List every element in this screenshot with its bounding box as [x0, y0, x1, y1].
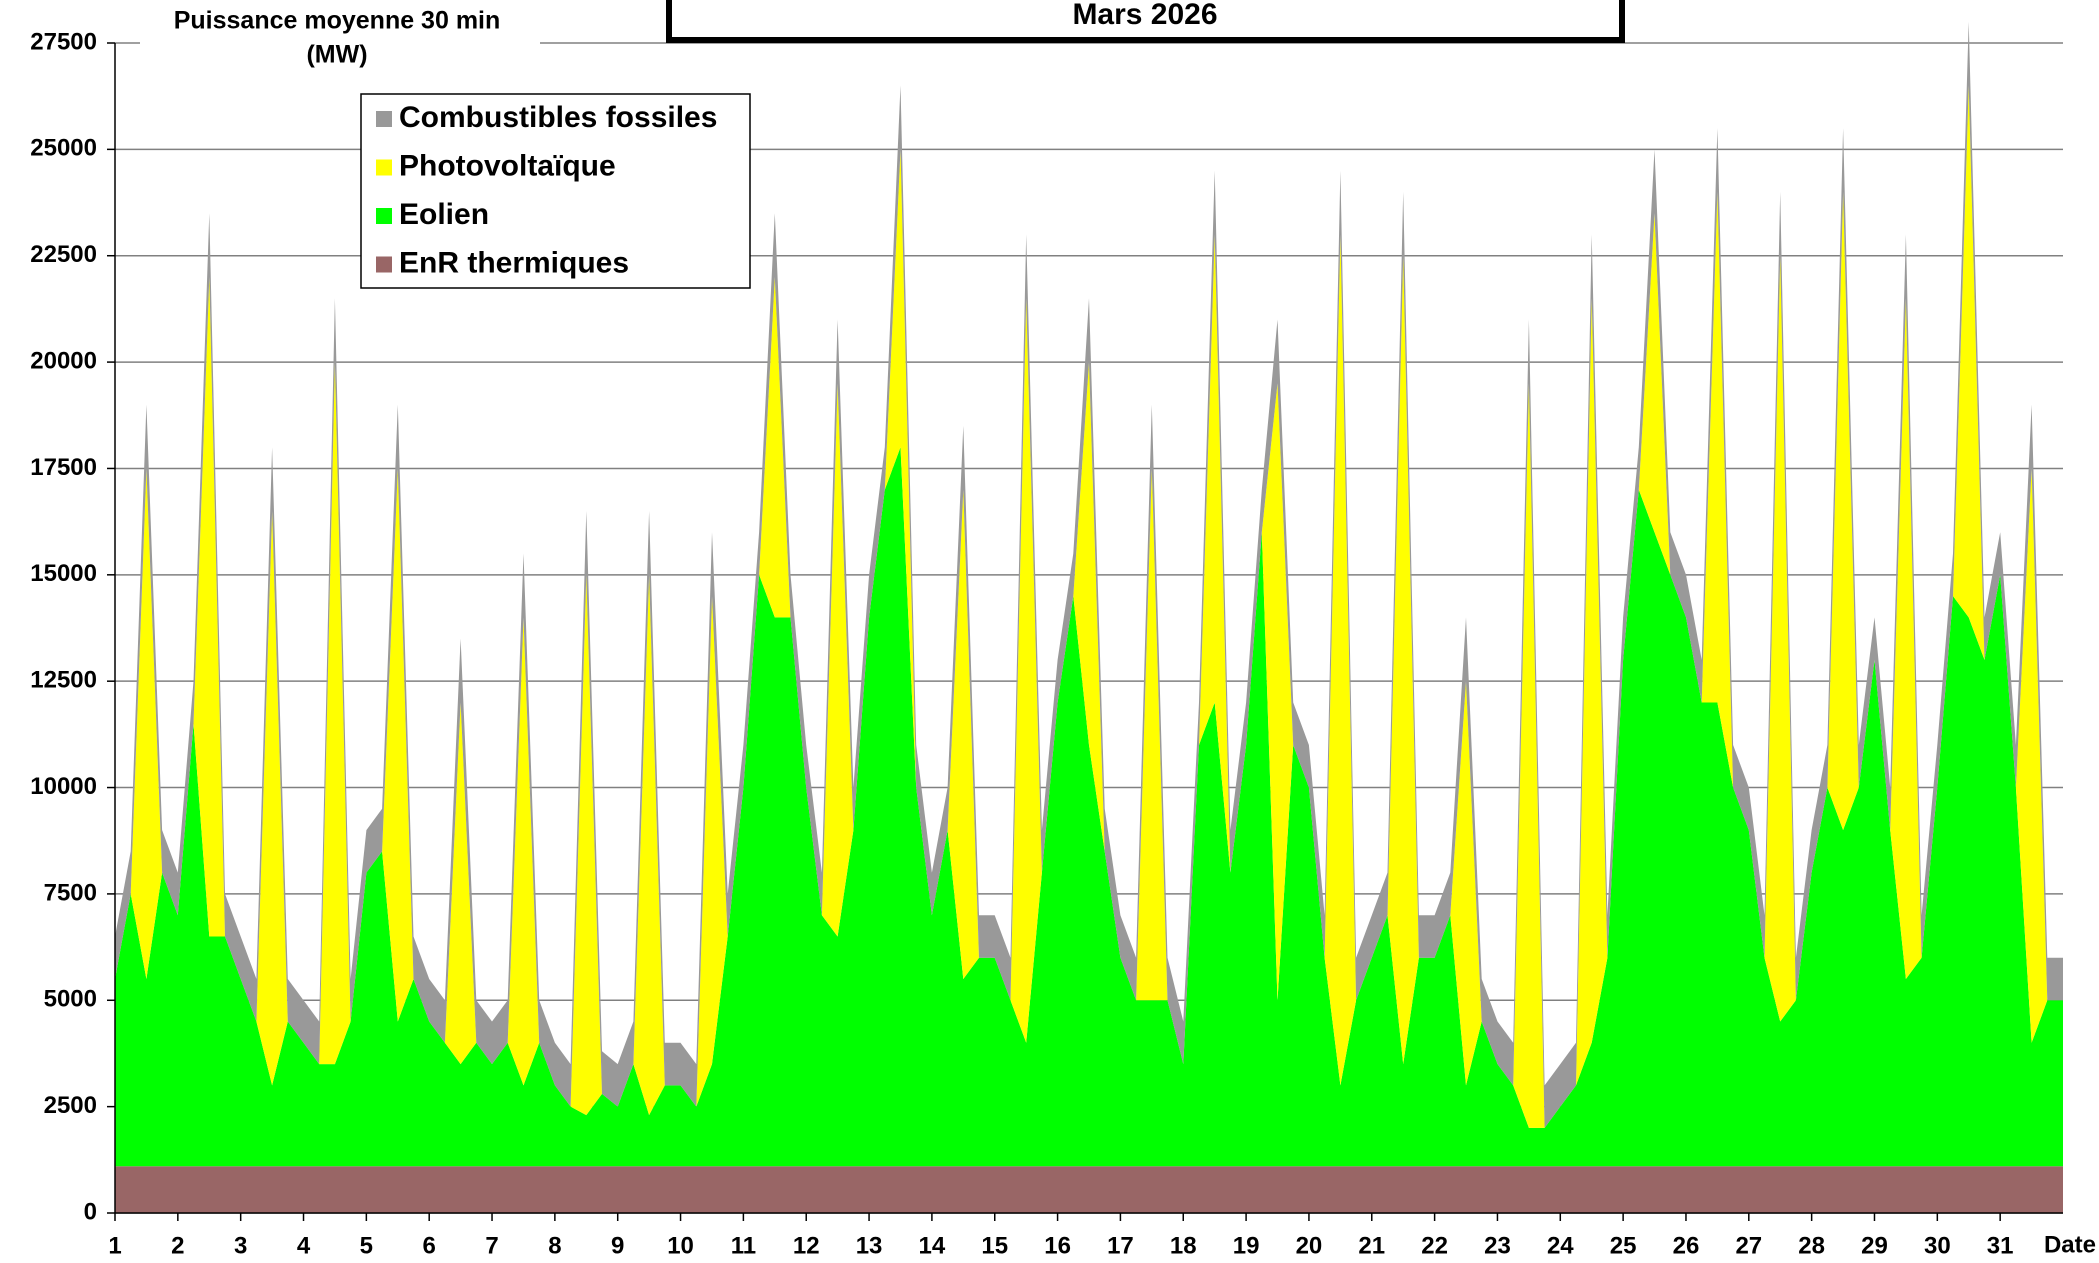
y-tick-label: 22500 — [30, 241, 97, 268]
x-tick-label: 8 — [548, 1232, 561, 1259]
legend-label: Combustibles fossiles — [399, 101, 717, 134]
y-tick-label: 20000 — [30, 347, 97, 374]
x-tick-label: 14 — [919, 1232, 946, 1259]
y-tick-label: 10000 — [30, 773, 97, 800]
x-tick-label: 26 — [1673, 1232, 1700, 1259]
x-tick-label: 13 — [856, 1232, 883, 1259]
legend-label: EnR thermiques — [399, 246, 629, 279]
x-tick-label: 21 — [1358, 1232, 1385, 1259]
x-tick-label: 10 — [667, 1232, 694, 1259]
chart-title: Mars 2026 — [1072, 0, 1217, 31]
area — [115, 21, 2063, 1128]
legend-label: Eolien — [399, 198, 489, 231]
x-tick-label: 15 — [981, 1232, 1008, 1259]
x-tick-label: 28 — [1798, 1232, 1825, 1259]
area — [115, 447, 2063, 1167]
x-tick-label: 12 — [793, 1232, 820, 1259]
legend: Combustibles fossiles Photovoltaïque Eolie… — [360, 93, 751, 289]
x-tick-label: 31 — [1987, 1232, 2014, 1259]
legend-swatch — [376, 111, 392, 127]
x-tick-label: 2 — [171, 1232, 184, 1259]
x-tick-label: 29 — [1861, 1232, 1888, 1259]
y-label-bg — [140, 4, 540, 74]
y-tick-label: 5000 — [44, 986, 97, 1013]
x-tick-label: 6 — [423, 1232, 436, 1259]
y-tick-label: 12500 — [30, 667, 97, 694]
x-tick-label: 24 — [1547, 1232, 1574, 1259]
x-tick-label: 22 — [1421, 1232, 1448, 1259]
axes: 0250050007500100001250015000175002000022… — [30, 28, 2063, 1259]
x-tick-label: 3 — [234, 1232, 247, 1259]
x-tick-label: 20 — [1296, 1232, 1323, 1259]
y-tick-label: 0 — [84, 1198, 97, 1225]
x-tick-label: 16 — [1044, 1232, 1071, 1259]
x-tick-label: 23 — [1484, 1232, 1511, 1259]
x-axis-label: Date — [2044, 1231, 2096, 1258]
y-tick-label: 7500 — [44, 879, 97, 906]
areas — [115, 21, 2063, 1213]
legend-swatch — [376, 208, 392, 224]
y-tick-label: 2500 — [44, 1092, 97, 1119]
x-tick-label: 30 — [1924, 1232, 1951, 1259]
y-tick-label: 27500 — [30, 28, 97, 55]
y-axis-label: (MW) — [306, 41, 367, 69]
legend-swatch — [376, 256, 392, 273]
x-tick-label: 7 — [485, 1232, 498, 1259]
x-tick-label: 17 — [1107, 1232, 1134, 1259]
x-tick-label: 1 — [108, 1232, 121, 1259]
x-tick-label: 5 — [360, 1232, 373, 1259]
area — [115, 1166, 2063, 1213]
y-tick-label: 17500 — [30, 454, 97, 481]
x-tick-label: 27 — [1735, 1232, 1762, 1259]
legend-label: Photovoltaïque — [399, 149, 616, 182]
y-tick-label: 15000 — [30, 560, 97, 587]
x-tick-label: 18 — [1170, 1232, 1197, 1259]
legend-swatch — [376, 159, 392, 176]
area — [115, 85, 2063, 1128]
x-tick-label: 4 — [297, 1232, 311, 1259]
x-tick-label: 11 — [731, 1232, 756, 1259]
x-tick-label: 19 — [1233, 1232, 1260, 1259]
x-tick-label: 25 — [1610, 1232, 1637, 1259]
x-tick-label: 9 — [611, 1232, 624, 1259]
y-tick-label: 25000 — [30, 135, 97, 162]
title-box — [666, 0, 1625, 43]
legend-box — [360, 93, 751, 289]
y-axis-label: Puissance moyenne 30 min — [174, 7, 501, 35]
